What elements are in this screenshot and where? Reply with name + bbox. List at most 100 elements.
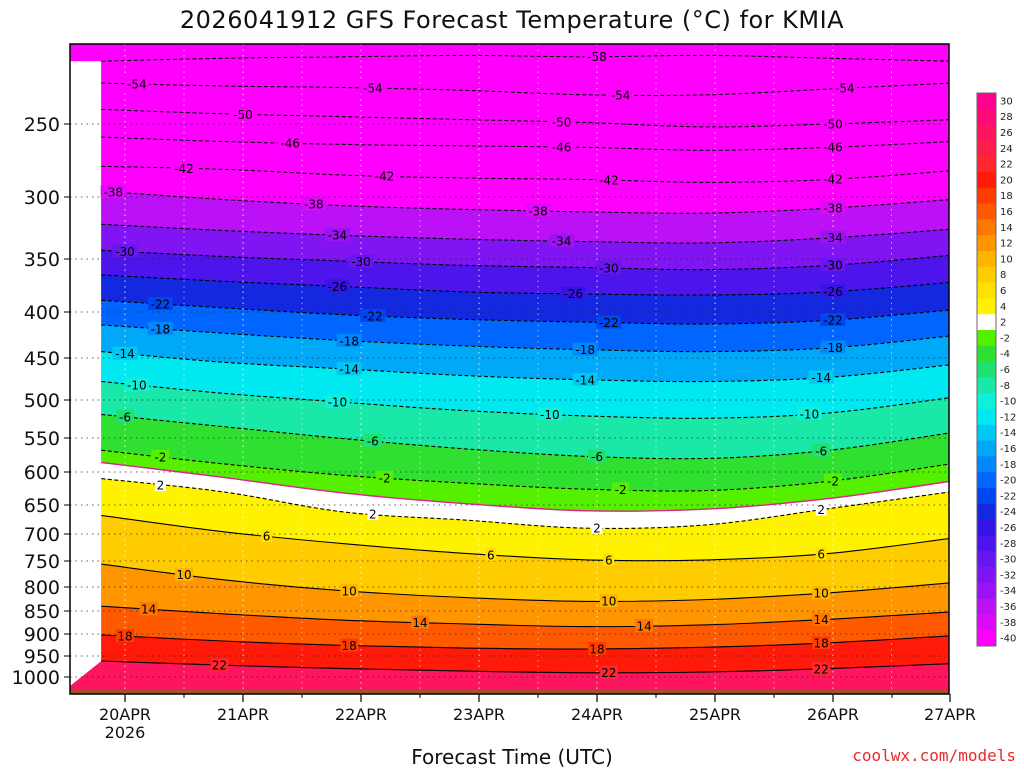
isoline-label-bg-6-1 [485,547,497,561]
legend-swatch--20 [977,472,996,489]
y-tick-label-750: 750 [24,551,60,573]
isoline-label-bg--46-2 [820,140,846,154]
isoline-label-bg-2-1 [367,506,379,520]
legend-label--34: -34 [1000,586,1016,597]
legend-swatch--26 [977,519,996,536]
legend-swatch-4 [977,298,996,315]
legend-label-8: 8 [1000,270,1006,281]
isoline-label-bg--34-2 [820,230,846,244]
isoline-label-bg--6-3 [812,443,831,457]
legend-swatch-30 [977,93,996,110]
isoline--22 [101,299,949,325]
isoline-label--30-1: -30 [351,255,371,269]
isoline-label-6-3: 6 [817,547,825,561]
isoline-label-18-3: 18 [814,637,829,651]
isoline-label-bg-10-0 [175,567,193,581]
x-axis-title: Forecast Time (UTC) [411,745,613,769]
x-tick-label-25APR: 25APR [689,705,741,724]
legend-label--24: -24 [1000,507,1016,518]
isoline-label--50-0: -50 [233,108,253,122]
isoline-label-bg--10-2 [537,407,563,421]
y-tick-label-500: 500 [24,390,60,412]
x-tick-label-27APR: 27APR [924,705,976,724]
legend-label-10: 10 [1000,254,1013,265]
isoline-label-bg--18-2 [572,342,598,356]
legend-label-16: 16 [1000,207,1013,218]
legend-label-12: 12 [1000,239,1013,250]
x-tick-label-23APR: 23APR [453,705,505,724]
isoline-label--54-2: -54 [611,88,631,102]
legend-label--26: -26 [1000,523,1016,534]
isoline-label-bg-2-0 [154,478,166,492]
isoline--58 [101,54,949,62]
y-tick-label-250: 250 [24,114,60,136]
isoline--30 [101,249,949,271]
isoline-label-10-3: 10 [814,587,829,601]
legend-swatch-20 [977,172,996,189]
isoline-label-bg--14-3 [808,370,834,384]
legend-label-4: 4 [1000,302,1006,313]
legend-swatch-2 [977,314,996,331]
isoline-label-bg-6-0 [261,529,273,543]
y-tick-label-850: 850 [24,601,60,623]
isoline-label-bg--2-0 [151,449,170,463]
isoline-label-14-2: 14 [637,619,652,633]
legend-swatch-10 [977,251,996,268]
isoline-label-bg--54-1 [360,81,386,95]
legend-label--32: -32 [1000,570,1016,581]
isoline-label--34-0: -34 [328,229,348,243]
isoline-label-bg--30-0 [112,244,138,258]
isoline-label-10-1: 10 [342,585,357,599]
isoline-label-bg--46-1 [549,140,575,154]
isoline-label-22-0: 22 [212,659,227,673]
isoline-label--18-3: -18 [823,341,843,355]
isoline-label-bg--18-1 [336,333,362,347]
legend-label--2: -2 [1000,333,1010,344]
isoline-label--38-3: -38 [823,201,843,215]
legend-label-30: 30 [1000,96,1013,107]
legend-swatch--28 [977,535,996,552]
isoline-label--54-0: -54 [127,77,147,91]
legend-label-22: 22 [1000,160,1013,171]
isoline-label-bg-22-1 [599,665,618,679]
isoline-label-10-0: 10 [176,568,191,582]
legend-swatch--22 [977,488,996,505]
legend-swatch--6 [977,361,996,378]
legend-label-26: 26 [1000,128,1013,139]
isoline-label-bg--6-2 [588,449,606,463]
isoline--2 [101,449,949,492]
y-tick-label-950: 950 [24,646,60,668]
legend-swatch--32 [977,567,996,584]
isoline-label-bg-2-3 [815,502,827,516]
legend-swatch-6 [977,282,996,299]
isoline-label--34-2: -34 [823,231,843,245]
isoline-label-bg--54-0 [124,76,150,90]
legend-swatch-26 [977,124,996,141]
legend-swatch--40 [977,630,996,647]
isoline--26 [101,274,949,296]
legend-label-24: 24 [1000,144,1013,155]
isoline-label-bg-10-1 [340,584,359,598]
legend-label--36: -36 [1000,602,1016,613]
isoline-label-bg--42-2 [596,173,622,187]
isoline-label-bg--54-2 [608,87,634,101]
isoline-label-bg--14-0 [112,346,138,360]
legend-label-20: 20 [1000,175,1013,186]
isoline-label--46-2: -46 [823,141,843,155]
ground-strip [70,689,949,694]
isoline-label-bg--10-1 [324,394,350,408]
isoline-label-bg-14-1 [411,615,429,629]
x-year-label: 2026 [105,723,146,742]
isoline-label--6-0: -6 [119,410,131,424]
isoline-label-bg--34-1 [549,234,575,248]
legend-swatch-18 [977,187,996,204]
isoline-label--42-2: -42 [599,174,619,188]
isoline-label--10-2: -10 [540,408,560,422]
isoline-label-bg-10-3 [812,586,831,600]
isoline-label-bg--38-2 [525,203,551,217]
isoline-label--30-2: -30 [599,261,619,275]
isoline-label-bg--42-0 [171,161,197,175]
isoline-label-14-3: 14 [814,613,829,627]
x-tick-label-21APR: 21APR [217,705,269,724]
legend-label--30: -30 [1000,555,1016,566]
